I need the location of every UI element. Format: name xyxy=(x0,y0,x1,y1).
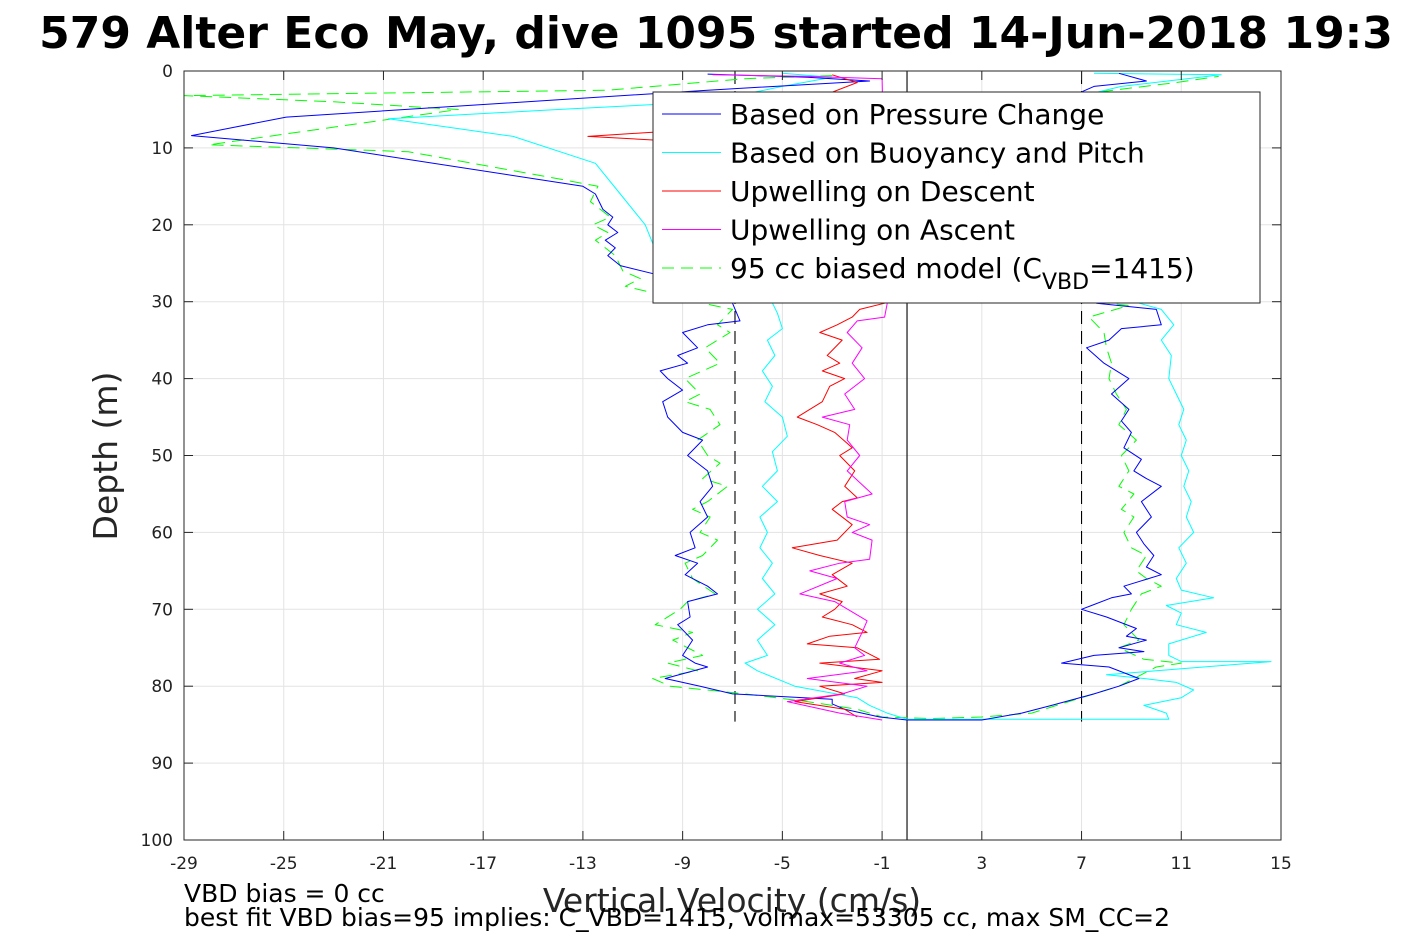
legend-label-text: Based on Pressure Change xyxy=(730,98,1104,131)
legend-label-text: Upwelling on Ascent xyxy=(730,214,1015,247)
legend-label: Based on Buoyancy and Pitch xyxy=(730,137,1145,170)
x-tick-label: -9 xyxy=(674,854,691,874)
x-axis-ticks: -29 -25 -21 -17 -13 -9 -5 -1 3 7 11 15 xyxy=(170,71,1292,874)
legend-label-text: Upwelling on Descent xyxy=(730,175,1035,208)
y-tick-label: 50 xyxy=(151,447,173,467)
series-line-4 xyxy=(184,75,1219,719)
x-tick-label: -13 xyxy=(569,854,597,874)
y-tick-label: 80 xyxy=(151,677,173,697)
legend-label: Upwelling on Ascent xyxy=(730,214,1015,247)
x-tick-label: -17 xyxy=(469,854,497,874)
legend-label-text: Based on Buoyancy and Pitch xyxy=(730,137,1145,170)
y-tick-label: 90 xyxy=(151,754,173,774)
best-fit-note: best fit VBD bias=95 implies: C_VBD=1415… xyxy=(184,903,1170,932)
y-tick-label: 30 xyxy=(151,293,173,313)
y-tick-label: 60 xyxy=(151,523,173,543)
x-axis-label: Vertical Velocity (cm/s) xyxy=(543,881,921,920)
x-tick-label: -5 xyxy=(774,854,791,874)
x-tick-label: -1 xyxy=(874,854,891,874)
vbd-bias-note: VBD bias = 0 cc xyxy=(184,879,385,908)
y-tick-label: 70 xyxy=(151,600,173,620)
y-tick-label: 10 xyxy=(151,139,173,159)
x-tick-label: -21 xyxy=(370,854,398,874)
y-tick-label: 20 xyxy=(151,216,173,236)
x-tick-label: 15 xyxy=(1270,854,1292,874)
series-line-3 xyxy=(712,74,888,721)
legend-label: Based on Pressure Change xyxy=(730,98,1104,131)
y-tick-label: 100 xyxy=(141,831,173,851)
legend-label-suffix: =1415) xyxy=(1089,252,1195,285)
legend: Based on Pressure Change Based on Buoyanc… xyxy=(652,91,1261,304)
x-tick-label: -25 xyxy=(270,854,298,874)
legend-box xyxy=(652,91,1261,304)
y-tick-label: 0 xyxy=(162,62,173,82)
legend-label-sub: VBD xyxy=(1042,270,1089,295)
x-tick-label: 7 xyxy=(1076,854,1087,874)
x-tick-label: -29 xyxy=(170,854,198,874)
y-axis-label: Depth (m) xyxy=(86,372,125,541)
x-tick-label: 11 xyxy=(1170,854,1192,874)
chart-title: 579 Alter Eco May, dive 1095 started 14-… xyxy=(39,8,1393,59)
legend-label: 95 cc biased model (CVBD=1415) xyxy=(730,252,1195,295)
y-axis-ticks: 0 10 20 30 40 50 60 70 80 90 100 xyxy=(141,62,1281,851)
legend-label: Upwelling on Descent xyxy=(730,175,1035,208)
legend-label-text: 95 cc biased model (C xyxy=(730,252,1042,285)
series-line-1 xyxy=(387,72,1272,720)
y-tick-label: 40 xyxy=(151,370,173,390)
x-tick-label: 3 xyxy=(976,854,987,874)
